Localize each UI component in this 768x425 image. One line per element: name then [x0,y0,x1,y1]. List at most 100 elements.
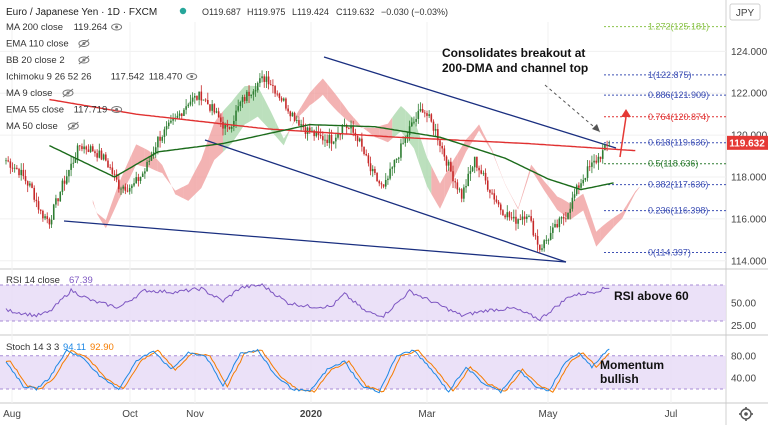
cloud-segment [170,184,184,199]
candle-body [584,177,587,180]
candle-body [319,134,322,137]
visibility-eye-icon[interactable] [78,55,90,65]
legend-label: EMA 55 close [6,105,64,116]
price-tick-label: 116.000 [731,214,767,225]
candle-body [397,157,400,159]
candle-body [521,216,524,220]
candle-body [471,167,474,172]
visibility-eye-icon[interactable] [186,73,198,80]
candle-body [135,177,137,184]
fib-label: 0.764(120.874) [648,112,709,122]
settings-gear-icon[interactable] [739,407,753,421]
candle-body [547,239,550,241]
legend-label: MA 50 close [6,121,58,132]
candle-body [146,161,148,172]
gridlines [0,22,726,403]
candle-body [50,219,53,225]
candle-body [150,155,153,161]
candle-body [92,146,94,152]
candle-body [534,235,537,237]
symbol-header: Euro / Japanese Yen · 1D · FXCM O119.687… [6,7,448,18]
candle-body [133,183,135,186]
cloud-segment [236,85,250,138]
candle-body [102,154,105,160]
ohlc-open: O119.687 [202,7,241,17]
candle-body [287,108,289,112]
candle-body [65,176,68,184]
candle-body [565,218,567,220]
visibility-eye-icon[interactable] [67,121,79,131]
candle-body [222,121,224,129]
time-tick-label: Oct [122,409,138,420]
visibility-eye-icon[interactable] [111,23,123,31]
candle-body [580,183,582,188]
candle-body [530,216,532,221]
legend-label: MA 9 close [6,88,52,99]
cloud-segment [418,131,432,194]
candle-body [374,168,376,173]
candle-body [482,172,485,174]
candle-body [148,160,151,162]
visibility-eye-icon[interactable] [111,106,123,113]
candle-body [243,97,246,101]
candle-body [298,120,300,126]
visibility-eye-icon[interactable] [78,39,90,48]
candle-body [519,219,522,221]
candle-body [582,179,585,184]
candle-body [443,148,446,157]
channel-base-line [63,220,567,263]
candle-body [326,139,328,144]
candle-body [508,212,511,218]
fib-label: 0.382(117.636) [648,180,708,190]
candle-body [198,91,200,100]
candle-body [504,215,506,218]
candle-body [523,216,526,219]
candle-body [24,176,27,182]
candle-body [476,156,478,168]
candle-body [424,112,426,114]
candle-body [337,134,339,138]
stoch-k-value: 94.11 [63,342,86,353]
candle-body [63,180,66,184]
candle-body [89,146,92,153]
candle-body [211,104,213,111]
candle-body [11,167,14,169]
candle-body [250,94,253,96]
eye-outline [67,122,79,130]
candle-body [463,187,465,199]
candle-body [183,109,185,117]
candle-body [517,219,519,224]
candle-body [285,98,287,109]
candle-body [29,183,31,186]
candle-body [235,110,237,121]
candle-body [237,106,239,111]
candle-body [410,122,413,127]
eye-outline [186,73,198,80]
osc-tick-label: 50.00 [731,299,756,310]
candle-body [484,172,487,181]
candle-body [497,201,500,205]
candle-body [165,126,168,130]
fib-label: 0.5(118.636) [648,159,698,169]
candle-body [68,169,70,177]
candle-body [328,134,331,144]
candle-body [74,158,77,163]
candle-body [265,76,268,82]
candle-body [263,76,266,82]
candle-body [460,189,463,199]
candle-body [512,216,515,219]
candle-body [465,186,467,188]
candle-body [167,122,170,127]
eye-outline [111,23,123,31]
candle-body [569,208,571,213]
candle-body [7,160,9,162]
visibility-eye-icon[interactable] [62,88,74,98]
candle-body [120,188,122,190]
candle-body [226,124,229,127]
candle-body [382,184,385,187]
candle-body [187,104,190,107]
candle-body [371,168,374,172]
candle-body [293,112,296,121]
rsi-title: RSI 14 close [6,275,60,286]
